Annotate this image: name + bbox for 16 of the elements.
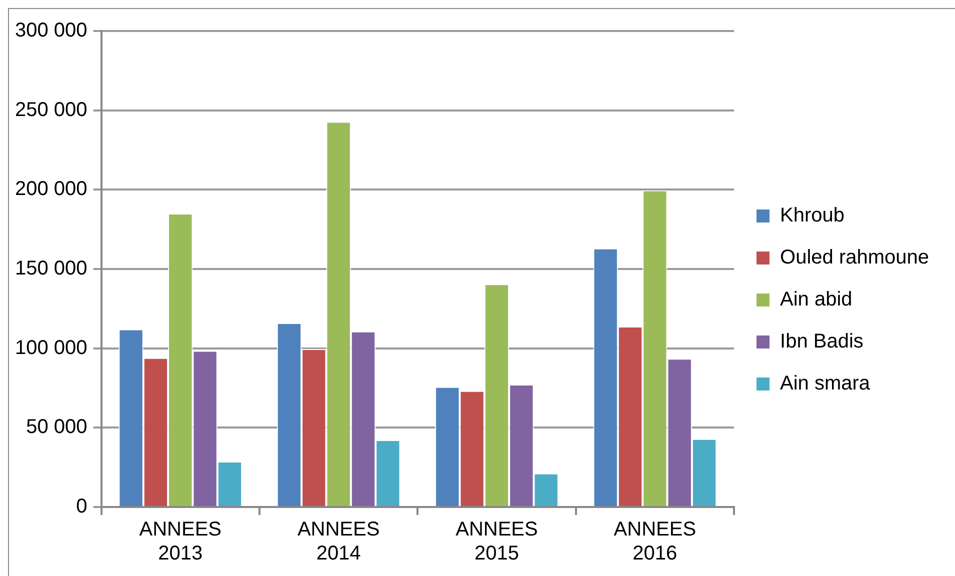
y-tick-label: 200 000 — [15, 178, 88, 200]
y-tick-label: 300 000 — [15, 20, 88, 42]
x-tick-label: ANNEES 2016 — [614, 518, 696, 565]
legend-label: Ibn Badis — [780, 330, 864, 353]
y-tick-label: 100 000 — [15, 336, 88, 359]
legend-label: Ouled rahmoune — [780, 246, 929, 269]
legend-label: Ain smara — [780, 372, 871, 395]
x-tick-label: ANNEES 2013 — [139, 518, 222, 565]
y-tick-label: 150 000 — [15, 258, 88, 280]
y-tick-label: 250 000 — [15, 98, 88, 121]
y-tick-label: 0 — [76, 496, 88, 518]
x-tick-label: ANNEES 2015 — [456, 518, 538, 565]
y-tick-label: 50 000 — [26, 416, 88, 438]
x-tick-label: ANNEES 2014 — [297, 518, 380, 565]
legend-label: Ain abid — [780, 288, 852, 311]
legend-label: Khroub — [780, 204, 845, 227]
